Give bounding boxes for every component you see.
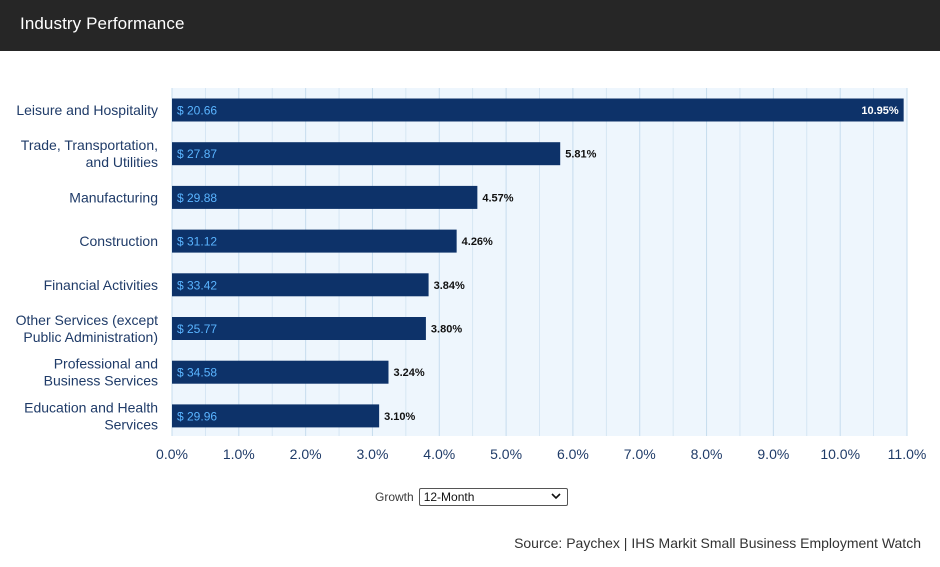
category-label: and Utilities: [86, 154, 158, 170]
bar-growth-label: 3.10%: [384, 411, 415, 423]
category-label: Services: [104, 416, 158, 432]
growth-control: Growth 12-Month: [375, 488, 568, 506]
x-tick-label: 6.0%: [557, 446, 589, 462]
chevron-down-icon: [551, 493, 561, 500]
growth-label: Growth: [375, 490, 414, 504]
bar-wage-label: $ 27.87: [177, 147, 217, 161]
category-label: Professional and: [54, 356, 158, 372]
bar-wage-label: $ 34.58: [177, 366, 217, 380]
x-tick-label: 4.0%: [423, 446, 455, 462]
bar-growth-label: 4.57%: [482, 192, 513, 204]
bar: [172, 229, 457, 253]
bar-wage-label: $ 33.42: [177, 278, 217, 292]
x-tick-label: 2.0%: [290, 446, 322, 462]
x-tick-label: 9.0%: [757, 446, 789, 462]
x-tick-label: 3.0%: [356, 446, 388, 462]
category-label: Leisure and Hospitality: [16, 102, 158, 118]
x-tick-label: 5.0%: [490, 446, 522, 462]
x-tick-label: 1.0%: [223, 446, 255, 462]
bar: [172, 185, 478, 209]
bar: [172, 273, 429, 297]
industry-performance-chart: 0.0% 1.0% 2.0% 3.0% 4.0% 5.0% 6.0% 7.0% 8.0% 9.0%…: [16, 88, 927, 462]
bar-wage-label: $ 31.12: [177, 235, 217, 249]
bar: [172, 360, 389, 384]
bar-growth-label: 3.80%: [431, 324, 462, 336]
bar-wage-label: $ 20.66: [177, 104, 217, 118]
x-tick-label: 8.0%: [691, 446, 723, 462]
bar-growth-label: 10.95%: [861, 105, 899, 117]
bar: [172, 98, 904, 122]
x-tick-label: 0.0%: [156, 446, 188, 462]
bar-growth-label: 4.26%: [462, 236, 493, 248]
category-label: Education and Health: [24, 399, 158, 415]
bar-growth-label: 5.81%: [565, 149, 596, 161]
header-bar: Industry Performance: [0, 0, 940, 51]
x-tick-label: 7.0%: [624, 446, 656, 462]
source-note: Source: Paychex | IHS Markit Small Busin…: [514, 535, 921, 551]
bar: [172, 317, 426, 340]
bar-wage-label: $ 29.96: [177, 409, 217, 423]
page-title: Industry Performance: [20, 14, 185, 33]
category-label: Manufacturing: [69, 189, 158, 205]
growth-period-select[interactable]: 12-Month: [418, 488, 568, 506]
category-label: Construction: [79, 233, 158, 249]
bar: [172, 404, 380, 428]
bar-growth-label: 3.84%: [434, 280, 465, 292]
x-tick-label: 10.0%: [820, 446, 860, 462]
bar: [172, 142, 561, 166]
category-label: Public Administration): [23, 329, 158, 345]
bar-wage-label: $ 25.77: [177, 322, 217, 336]
category-label: Business Services: [44, 373, 158, 389]
bar-wage-label: $ 29.88: [177, 191, 217, 205]
bar-growth-label: 3.24%: [393, 367, 424, 379]
category-label: Trade, Transportation,: [21, 137, 158, 153]
category-label: Other Services (except: [16, 312, 158, 328]
x-tick-label: 11.0%: [888, 446, 927, 462]
growth-selected-value: 12-Month: [423, 490, 475, 504]
category-label: Financial Activities: [44, 277, 158, 293]
